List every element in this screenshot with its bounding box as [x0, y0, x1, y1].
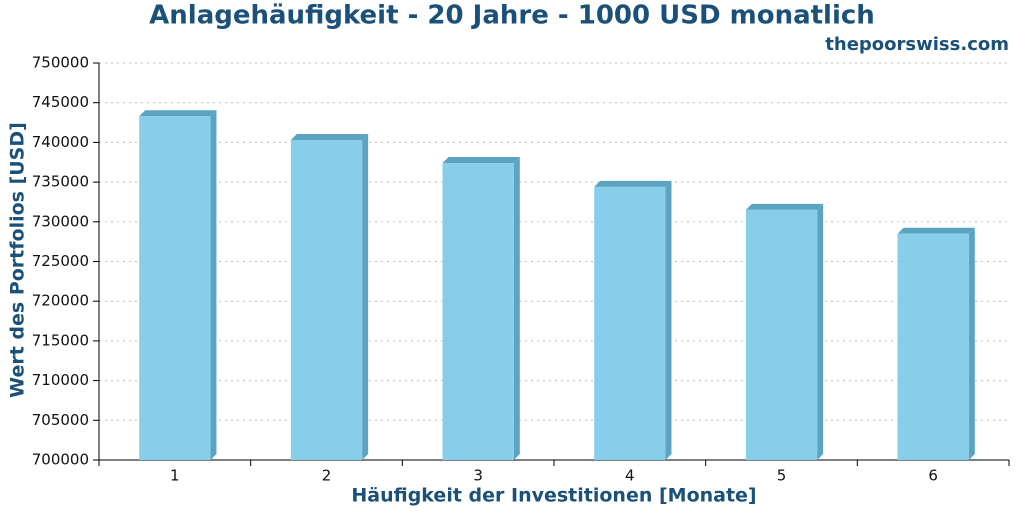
bar-top — [442, 157, 520, 164]
y-tick-label: 720000 — [32, 292, 89, 310]
bar-side — [210, 110, 217, 460]
y-tick-label: 740000 — [32, 133, 89, 151]
y-tick-label: 730000 — [32, 212, 89, 230]
y-tick-label: 725000 — [32, 252, 89, 270]
bar-side — [817, 203, 824, 460]
bar-side — [968, 227, 975, 460]
x-tick-label: 5 — [777, 467, 787, 485]
x-tick-label: 4 — [625, 467, 635, 485]
x-tick-label: 2 — [322, 467, 332, 485]
bar — [290, 140, 363, 460]
bar-top — [290, 134, 369, 141]
x-axis-label: Häufigkeit der Investitionen [Monate] — [351, 485, 756, 507]
x-tick-label: 3 — [473, 467, 483, 485]
y-tick-label: 700000 — [32, 451, 89, 469]
y-tick-label: 710000 — [32, 371, 89, 389]
y-tick-label: 735000 — [32, 173, 89, 191]
bar — [139, 116, 211, 460]
bar — [897, 233, 969, 460]
x-tick-label: 6 — [928, 467, 938, 485]
y-axis-label: Wert des Portfolios [USD] — [7, 122, 29, 398]
y-tick-label: 715000 — [32, 331, 89, 349]
y-tick-label: 750000 — [32, 54, 89, 72]
bar-side — [513, 157, 520, 460]
x-tick-label: 1 — [170, 467, 180, 485]
bar-top — [745, 203, 824, 210]
bar-top — [594, 180, 672, 187]
chart-subtitle: thepoorswiss.com — [825, 34, 1009, 55]
bar — [442, 163, 514, 460]
y-tick-label: 745000 — [32, 93, 89, 111]
bar-side — [665, 180, 672, 460]
bar — [745, 209, 818, 460]
bar — [594, 186, 666, 460]
bar-top — [139, 110, 217, 117]
y-tick-label: 705000 — [32, 411, 89, 429]
bar-side — [362, 134, 369, 460]
bar-top — [897, 227, 975, 234]
chart-title: Anlagehäufigkeit - 20 Jahre - 1000 USD m… — [149, 1, 875, 31]
